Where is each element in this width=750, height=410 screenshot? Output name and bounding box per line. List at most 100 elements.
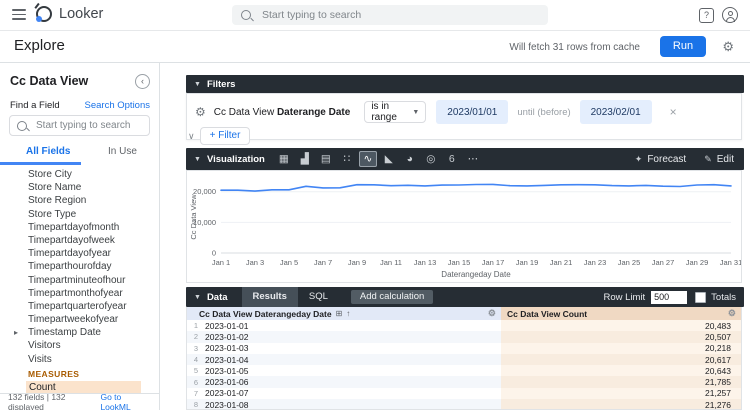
looker-logo: Looker: [36, 6, 103, 22]
tab-sql[interactable]: SQL: [308, 291, 328, 302]
column-header-count[interactable]: Cc Data View Count ⚙: [501, 307, 741, 320]
table-row[interactable]: 8 2023-01-08 21,276: [187, 399, 741, 409]
chevron-down-icon[interactable]: ∨: [188, 130, 195, 141]
help-icon[interactable]: ?: [699, 8, 714, 23]
filter-from-date-input[interactable]: [436, 100, 509, 124]
tab-in-use[interactable]: In Use: [108, 146, 137, 157]
active-tab-underline: [0, 162, 81, 165]
table-row[interactable]: 5 2023-01-05 20,643: [187, 365, 741, 377]
filter-to-date-input[interactable]: [579, 100, 652, 124]
cell-date[interactable]: 2023-01-03: [201, 342, 501, 354]
field-item[interactable]: Store Region: [28, 195, 87, 207]
table-row[interactable]: 7 2023-01-07 21,257: [187, 387, 741, 400]
cell-date[interactable]: 2023-01-08: [201, 399, 501, 409]
table-row[interactable]: 1 2023-01-01 20,483: [187, 320, 741, 332]
add-filter-button[interactable]: + Filter: [199, 127, 251, 145]
field-item[interactable]: Visits: [28, 353, 52, 365]
run-button[interactable]: Run: [660, 36, 706, 57]
table-row[interactable]: 3 2023-01-03 20,218: [187, 342, 741, 354]
explore-gear-icon[interactable]: ⚙: [722, 39, 734, 54]
cell-count[interactable]: 21,785: [501, 376, 741, 388]
single-value-icon[interactable]: 6: [448, 153, 455, 165]
tab-all-fields[interactable]: All Fields: [26, 146, 71, 157]
totals-checkbox[interactable]: [695, 291, 707, 303]
chart-panel: 0 10,000 20,000 Jan 1 Jan 3 Jan 5 Jan 7 Jan 9 Ja…: [186, 170, 742, 283]
svg-text:Jan 31: Jan 31: [720, 258, 741, 267]
field-item[interactable]: Timepartdayofyear: [28, 248, 111, 260]
svg-text:Jan 7: Jan 7: [314, 258, 332, 267]
visualization-section-bar[interactable]: ▼ Visualization ▦ ▟ ▤ ∷ ∿ ◣ ◕ ◎ 6 ⋯ ✦ Forecast ✎ …: [186, 148, 744, 170]
caret-down-icon: ▼: [194, 155, 201, 163]
table-row[interactable]: 2 2023-01-02 20,507: [187, 331, 741, 343]
forecast-button[interactable]: ✦ Forecast: [634, 153, 687, 165]
field-item[interactable]: Store City: [28, 169, 72, 180]
cell-date[interactable]: 2023-01-02: [201, 331, 501, 343]
column-header-date[interactable]: Cc Data View Daterangeday Date ⊞ ↑ ⚙: [187, 307, 501, 320]
cell-count[interactable]: 20,218: [501, 342, 741, 354]
expand-arrow-icon[interactable]: ▸: [14, 328, 19, 338]
table-header-row: Cc Data View Daterangeday Date ⊞ ↑ ⚙ Cc …: [187, 307, 741, 320]
table-row[interactable]: 6 2023-01-06 21,785: [187, 376, 741, 388]
collapse-sidebar-icon[interactable]: ‹: [135, 74, 150, 89]
bar-chart-icon[interactable]: ▤: [320, 153, 331, 165]
field-item[interactable]: Store Type: [28, 208, 77, 220]
cell-count[interactable]: 20,483: [501, 320, 741, 332]
measure-count[interactable]: Count: [26, 381, 141, 394]
go-to-lookml-link[interactable]: Go to LookML: [100, 392, 131, 410]
remove-filter-icon[interactable]: ×: [669, 105, 677, 119]
field-item[interactable]: Timepartdayofweek: [28, 234, 115, 246]
cell-count[interactable]: 20,617: [501, 353, 741, 366]
edit-viz-button[interactable]: ✎ Edit: [704, 153, 734, 165]
cell-date[interactable]: 2023-01-01: [201, 320, 501, 332]
data-tabs: Results SQL: [241, 287, 339, 307]
field-item[interactable]: Timeparthourofday: [28, 261, 112, 273]
cell-date[interactable]: 2023-01-06: [201, 376, 501, 388]
cell-count[interactable]: 21,276: [501, 399, 741, 409]
table-row[interactable]: 4 2023-01-04 20,617: [187, 353, 741, 366]
field-item[interactable]: Timepartmonthofyear: [28, 287, 123, 299]
totals-toggle[interactable]: Totals: [695, 291, 744, 303]
area-chart-icon[interactable]: ◣: [384, 153, 393, 165]
map-chart-icon[interactable]: ◎: [426, 153, 436, 165]
field-item[interactable]: Store Name: [28, 182, 82, 194]
cell-count[interactable]: 20,507: [501, 331, 741, 343]
data-section-bar[interactable]: ▼ Data Results SQL Add calculation Row L…: [186, 287, 744, 307]
account-icon[interactable]: [722, 7, 738, 23]
chevron-down-icon: ▼: [412, 108, 420, 116]
table-chart-icon[interactable]: ▦: [278, 153, 289, 165]
field-item[interactable]: Timepartquarterofyear: [28, 300, 127, 312]
hamburger-menu-icon[interactable]: [12, 9, 26, 20]
cache-status: Will fetch 31 rows from cache: [509, 42, 640, 53]
cell-date[interactable]: 2023-01-04: [201, 353, 501, 366]
tab-results[interactable]: Results: [241, 287, 298, 307]
column-gear-icon[interactable]: ⚙: [487, 308, 496, 318]
field-item[interactable]: Timepartminuteofhour: [28, 274, 126, 286]
filter-gear-icon[interactable]: ⚙: [195, 105, 206, 119]
cell-count[interactable]: 21,257: [501, 387, 741, 400]
cell-date[interactable]: 2023-01-07: [201, 387, 501, 400]
search-options-link[interactable]: Search Options: [84, 100, 150, 111]
field-search[interactable]: [9, 115, 170, 136]
svg-text:Jan 13: Jan 13: [414, 258, 437, 267]
global-search[interactable]: [232, 5, 548, 25]
scatter-chart-icon[interactable]: ∷: [343, 153, 351, 165]
field-item[interactable]: Timepartweekofyear: [28, 314, 119, 326]
column-gear-icon[interactable]: ⚙: [727, 308, 736, 318]
svg-text:Jan 21: Jan 21: [550, 258, 573, 267]
field-search-input[interactable]: [34, 119, 170, 132]
cell-date[interactable]: 2023-01-05: [201, 365, 501, 377]
column-chart-icon[interactable]: ▟: [300, 153, 309, 165]
date-grid-icon: ⊞: [335, 309, 343, 318]
global-search-input[interactable]: [260, 8, 539, 22]
field-item[interactable]: Timepartdayofmonth: [28, 221, 120, 233]
field-item[interactable]: Visitors: [28, 340, 61, 352]
add-calculation-button[interactable]: Add calculation: [350, 290, 434, 304]
filter-operator-select[interactable]: is in range ▼: [364, 101, 427, 123]
more-viz-icon[interactable]: ⋯: [467, 153, 479, 165]
line-chart-icon[interactable]: ∿: [358, 151, 377, 167]
cell-count[interactable]: 20,643: [501, 365, 741, 377]
row-limit-input[interactable]: [651, 290, 688, 304]
field-item[interactable]: ▸ Timestamp Date: [14, 327, 101, 339]
pie-chart-icon[interactable]: ◕: [406, 153, 414, 165]
filters-section-bar[interactable]: ▼ Filters: [186, 75, 744, 93]
